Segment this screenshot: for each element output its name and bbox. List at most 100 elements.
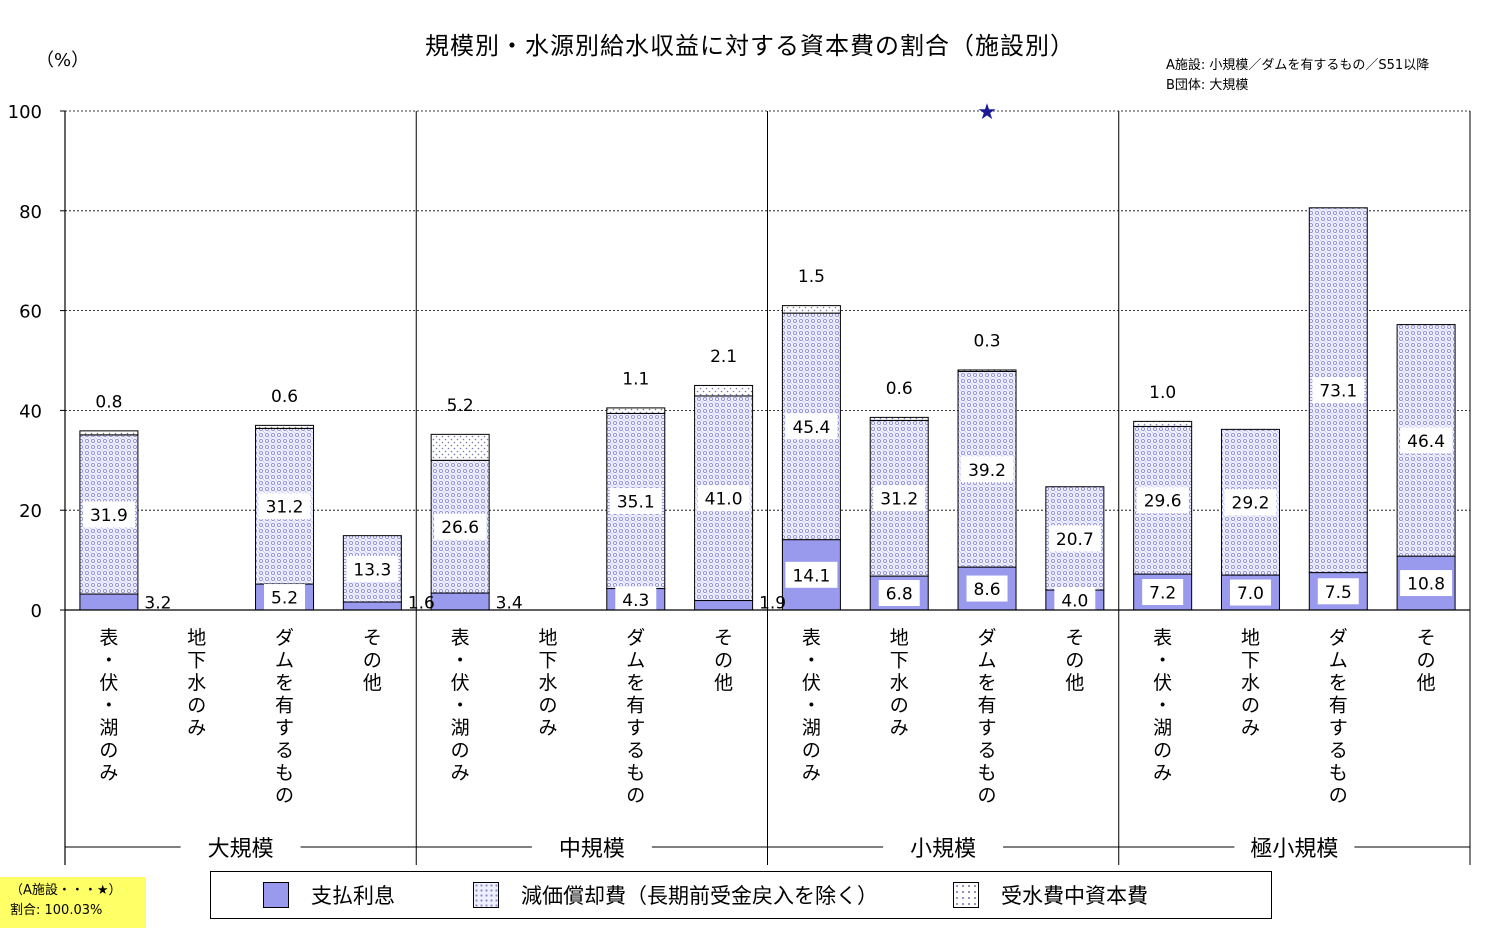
- bar-segment-received: [781, 305, 841, 314]
- group-label: 極小規模: [1250, 837, 1338, 862]
- category-label: 表・伏・湖のみ: [451, 627, 470, 784]
- data-label-interest: 5.2: [271, 589, 298, 609]
- category-label: ダムを有するもの: [978, 627, 997, 807]
- bar-segment-received: [606, 407, 666, 414]
- data-label-bg: [1136, 487, 1189, 514]
- data-label-bg: [878, 580, 920, 607]
- category-label: 地下水のみ: [538, 627, 557, 739]
- bar-segment-received: [255, 424, 315, 429]
- data-label-received: 0.6: [886, 379, 913, 399]
- data-label-bg: [966, 575, 1008, 602]
- data-label-interest: 14.1: [792, 566, 830, 586]
- bar-segment-interest: [342, 601, 402, 611]
- data-label-depreciation: 31.2: [266, 498, 304, 518]
- group-label: 大規模: [208, 837, 274, 862]
- data-label-interest: 3.2: [144, 594, 171, 614]
- data-label-interest: 1.6: [408, 594, 435, 614]
- data-label-bg: [264, 584, 306, 611]
- data-label-bg: [1054, 587, 1096, 614]
- y-tick-label: 40: [19, 401, 42, 422]
- legend-label-received: 受水費中資本費: [1001, 884, 1148, 908]
- data-label-interest: 7.5: [1325, 583, 1352, 603]
- legend-label-depreciation: 減価償却費（長期前受金戻入を除く）: [521, 884, 878, 908]
- category-label: 表・伏・湖のみ: [1153, 627, 1172, 784]
- note-b-entity: B団体: 大規模: [1166, 78, 1249, 93]
- category-label: その他: [714, 627, 733, 694]
- bar-segment-interest: [694, 600, 754, 611]
- data-label-bg: [1224, 489, 1277, 516]
- bar-segment-received: [869, 416, 929, 421]
- y-tick-label: 60: [19, 302, 42, 323]
- data-label-bg: [1400, 427, 1453, 454]
- data-label-bg: [785, 413, 838, 440]
- data-label-interest: 4.3: [622, 591, 649, 611]
- group-label: 中規模: [559, 837, 625, 862]
- data-label-bg: [346, 555, 399, 582]
- data-label-depreciation: 29.6: [1144, 492, 1182, 512]
- data-label-interest: 3.4: [496, 594, 523, 614]
- data-label-depreciation: 31.2: [880, 490, 918, 510]
- legend-swatch-interest: [263, 882, 289, 908]
- category-label: ダムを有するもの: [1329, 627, 1348, 807]
- bar-segment-interest: [79, 593, 139, 611]
- category-label: その他: [1065, 627, 1084, 694]
- data-label-depreciation: 41.0: [705, 490, 743, 510]
- y-tick-label: 0: [31, 601, 42, 622]
- bar-segment-interest: [430, 592, 490, 611]
- group-label: 小規模: [910, 837, 976, 862]
- category-label: 表・伏・湖のみ: [802, 627, 821, 784]
- data-label-interest: 6.8: [886, 585, 913, 605]
- data-label-interest: 10.8: [1407, 575, 1445, 595]
- data-label-bg: [1317, 578, 1359, 605]
- data-label-received: 1.1: [622, 369, 649, 389]
- data-label-depreciation: 29.2: [1232, 494, 1270, 514]
- bar-segment-received: [79, 430, 139, 436]
- category-label: その他: [1417, 627, 1436, 694]
- data-label-received: 5.2: [447, 396, 474, 416]
- data-label-bg: [1142, 579, 1184, 606]
- category-label: 地下水のみ: [1241, 627, 1260, 739]
- marker-note-box: （A施設・・・★） 割合: 100.03%: [0, 877, 146, 928]
- data-label-bg: [1400, 570, 1453, 597]
- data-label-interest: 8.6: [974, 580, 1001, 600]
- category-label: ダムを有するもの: [626, 627, 645, 807]
- data-label-received: 1.0: [1149, 383, 1176, 403]
- data-label-depreciation: 45.4: [792, 418, 830, 438]
- data-label-bg: [873, 485, 926, 512]
- data-label-interest: 7.2: [1149, 584, 1176, 604]
- legend-item-depreciation: 減価償却費（長期前受金戻入を除く）: [473, 882, 878, 908]
- category-label: その他: [363, 627, 382, 694]
- data-label-bg: [609, 487, 662, 514]
- category-label: ダムを有するもの: [275, 627, 294, 807]
- data-label-received: 0.3: [974, 331, 1001, 351]
- data-label-bg: [697, 485, 750, 512]
- data-label-bg: [434, 513, 487, 540]
- y-tick-label: 80: [19, 202, 42, 223]
- data-label-depreciation: 73.1: [1319, 382, 1357, 402]
- data-label-received: 0.8: [95, 392, 122, 412]
- data-label-bg: [1048, 525, 1101, 552]
- data-label-depreciation: 20.7: [1056, 530, 1094, 550]
- data-label-interest: 1.9: [759, 594, 786, 614]
- bar-segment-received: [1133, 420, 1193, 427]
- y-axis-unit: （%）: [36, 50, 90, 71]
- data-label-received: 0.6: [271, 387, 298, 407]
- data-label-bg: [258, 493, 311, 520]
- marker-star: ★: [977, 100, 997, 125]
- data-label-bg: [1312, 377, 1365, 404]
- category-label: 地下水のみ: [187, 627, 206, 739]
- bar-segment-received: [957, 369, 1017, 372]
- data-label-depreciation: 26.6: [441, 518, 479, 538]
- chart-legend: 支払利息 減価償却費（長期前受金戻入を除く） 受水費中資本費: [210, 871, 1272, 919]
- data-label-interest: 7.0: [1237, 584, 1264, 604]
- data-label-interest: 4.0: [1061, 592, 1088, 612]
- chart-title: 規模別・水源別給水収益に対する資本費の割合（施設別）: [425, 32, 1075, 60]
- data-label-bg: [785, 561, 838, 588]
- data-label-depreciation: 31.9: [90, 506, 128, 526]
- marker-note-ratio: 割合: 100.03%: [10, 903, 103, 918]
- category-label: 地下水のみ: [890, 627, 909, 739]
- data-label-received: 1.5: [798, 267, 825, 287]
- bar-segment-received: [694, 384, 754, 397]
- y-tick-label: 100: [8, 102, 42, 123]
